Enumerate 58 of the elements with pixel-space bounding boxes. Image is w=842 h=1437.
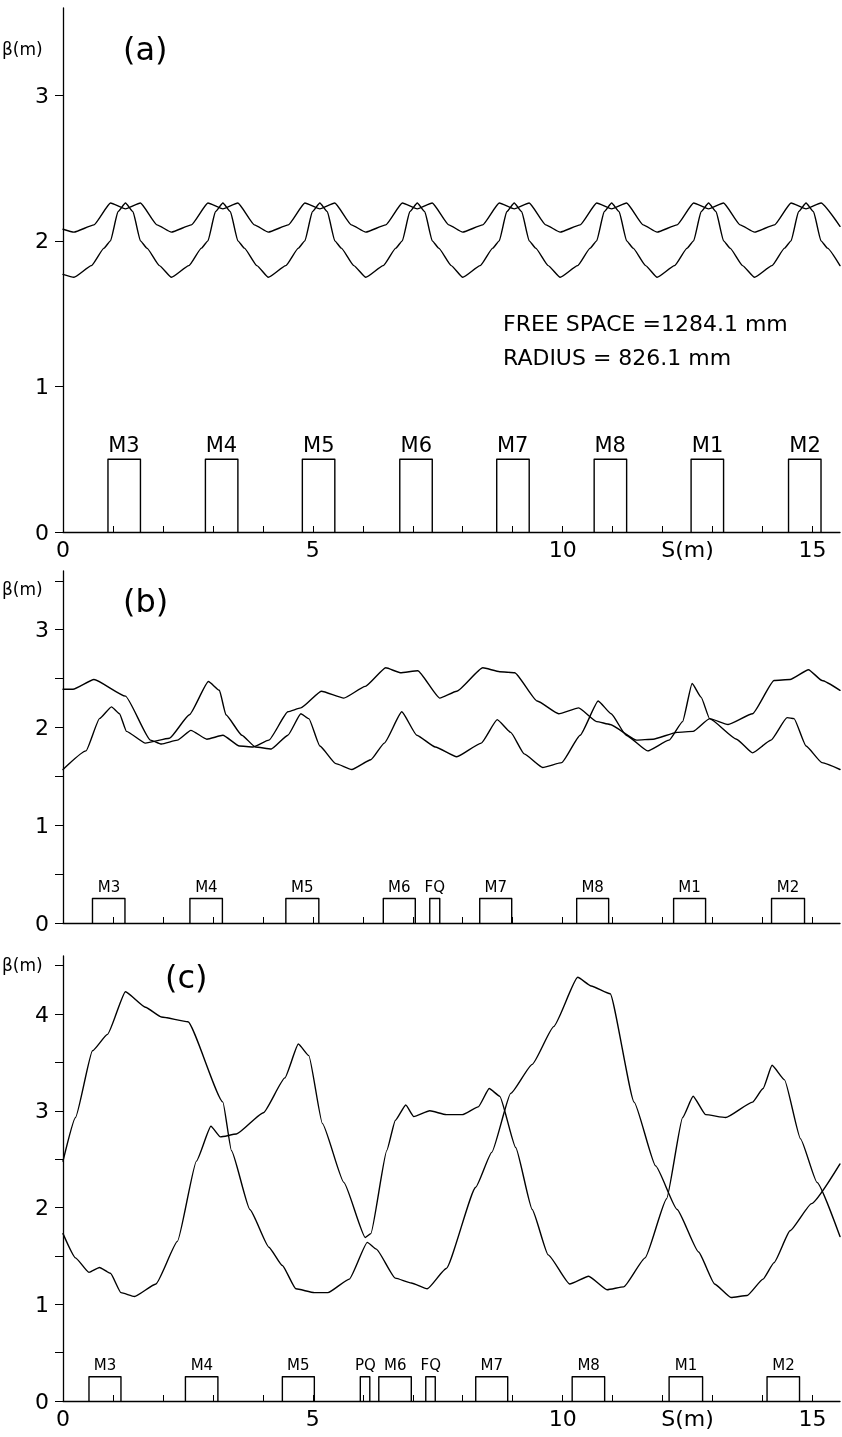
y-tick-label: 2: [35, 1195, 49, 1221]
data-label: M4: [205, 432, 238, 457]
x-tick-label: 15: [798, 536, 827, 562]
data-label: M6: [400, 432, 433, 457]
y-axis-title: β(m): [2, 38, 43, 59]
data-label: FQ: [420, 1356, 441, 1375]
data-label: M3: [97, 878, 121, 897]
y-tick-label: 1: [35, 373, 49, 399]
y-tick-label: 0: [35, 1388, 49, 1414]
data-label: M4: [190, 1356, 214, 1375]
data-label: M1: [674, 1356, 698, 1375]
data-label: M8: [594, 432, 626, 457]
data-label: M5: [291, 878, 314, 897]
y-tick-label: 1: [35, 1291, 49, 1317]
y-tick-label: 1: [35, 812, 49, 838]
data-label: M7: [496, 432, 529, 457]
y-tick-label: 3: [35, 617, 49, 643]
x-tick-label: 5: [305, 536, 320, 562]
data-label: M1: [691, 432, 724, 457]
data-label: M5: [287, 1356, 310, 1375]
x-tick-label: 10: [548, 536, 577, 562]
y-tick-label: 2: [35, 714, 49, 740]
y-tick-label: 2: [35, 228, 49, 254]
x-tick-label: 0: [56, 1405, 70, 1431]
data-label: M6: [384, 1356, 407, 1375]
x-tick-label: 10: [548, 1405, 577, 1431]
x-axis-title: S(m): [661, 536, 714, 562]
y-tick-label: 4: [35, 1001, 49, 1027]
data-label: M2: [776, 878, 800, 897]
data-label: M2: [789, 432, 821, 457]
chart-title: (b): [123, 582, 169, 620]
annotation: FREE SPACE =1284.1 mm: [503, 310, 788, 336]
y-axis-title: β(m): [2, 578, 43, 599]
y-axis-title: β(m): [2, 954, 43, 975]
data-label: FQ: [424, 878, 445, 897]
data-label: M7: [480, 1356, 503, 1375]
data-label: M3: [93, 1356, 117, 1375]
y-tick-label: 0: [35, 910, 49, 936]
data-label: M5: [303, 432, 335, 457]
data-label: M3: [108, 432, 140, 457]
annotation: RADIUS = 826.1 mm: [503, 344, 732, 370]
data-label: M8: [581, 878, 604, 897]
x-tick-label: 15: [798, 1405, 827, 1431]
x-tick-label: 5: [305, 1405, 320, 1431]
chart-title: (c): [165, 958, 208, 996]
text: (a): [123, 30, 168, 68]
x-axis-title: S(m): [661, 1405, 714, 1431]
y-tick-label: 3: [35, 82, 49, 108]
data-label: M7: [484, 878, 507, 897]
data-label: M1: [678, 878, 701, 897]
x-tick-label: 0: [56, 536, 70, 562]
data-label: M2: [772, 1356, 795, 1375]
data-label: M8: [577, 1356, 600, 1375]
y-tick-label: 3: [35, 1098, 49, 1124]
data-label: PQ: [354, 1356, 376, 1375]
data-label: M4: [195, 878, 218, 897]
data-label: M6: [388, 878, 411, 897]
y-tick-label: 0: [35, 519, 49, 545]
